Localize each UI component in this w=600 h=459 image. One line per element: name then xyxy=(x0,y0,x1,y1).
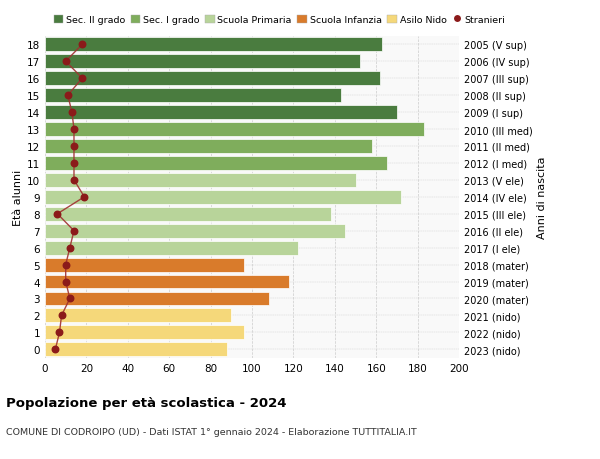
Bar xyxy=(45,309,232,323)
Bar xyxy=(45,292,269,306)
Bar xyxy=(45,326,244,340)
Bar xyxy=(45,123,424,137)
Bar xyxy=(45,190,401,204)
Text: COMUNE DI CODROIPO (UD) - Dati ISTAT 1° gennaio 2024 - Elaborazione TUTTITALIA.I: COMUNE DI CODROIPO (UD) - Dati ISTAT 1° … xyxy=(6,427,417,436)
Bar xyxy=(45,224,345,238)
Bar xyxy=(45,38,382,52)
Bar xyxy=(45,55,359,69)
Bar xyxy=(45,275,289,289)
Bar xyxy=(45,72,380,86)
Point xyxy=(57,312,67,319)
Point xyxy=(69,126,79,134)
Point xyxy=(77,41,87,49)
Point xyxy=(61,261,71,269)
Text: Popolazione per età scolastica - 2024: Popolazione per età scolastica - 2024 xyxy=(6,396,287,409)
Point xyxy=(77,75,87,83)
Point xyxy=(65,295,74,302)
Point xyxy=(69,160,79,167)
Point xyxy=(69,228,79,235)
Bar xyxy=(45,241,298,255)
Legend: Sec. II grado, Sec. I grado, Scuola Primaria, Scuola Infanzia, Asilo Nido, Stran: Sec. II grado, Sec. I grado, Scuola Prim… xyxy=(50,12,509,29)
Bar xyxy=(45,207,331,221)
Point xyxy=(61,278,71,285)
Point xyxy=(53,211,62,218)
Point xyxy=(80,194,89,201)
Point xyxy=(67,109,77,117)
Point xyxy=(61,58,71,66)
Bar xyxy=(45,342,227,357)
Bar xyxy=(45,106,397,120)
Y-axis label: Età alunni: Età alunni xyxy=(13,169,23,225)
Bar xyxy=(45,140,372,154)
Point xyxy=(50,346,60,353)
Point xyxy=(69,177,79,184)
Bar xyxy=(45,258,244,272)
Point xyxy=(55,329,64,336)
Point xyxy=(69,143,79,150)
Bar xyxy=(45,157,386,170)
Point xyxy=(63,92,73,100)
Bar xyxy=(45,89,341,103)
Y-axis label: Anni di nascita: Anni di nascita xyxy=(537,156,547,239)
Bar xyxy=(45,174,355,187)
Point xyxy=(65,245,74,252)
